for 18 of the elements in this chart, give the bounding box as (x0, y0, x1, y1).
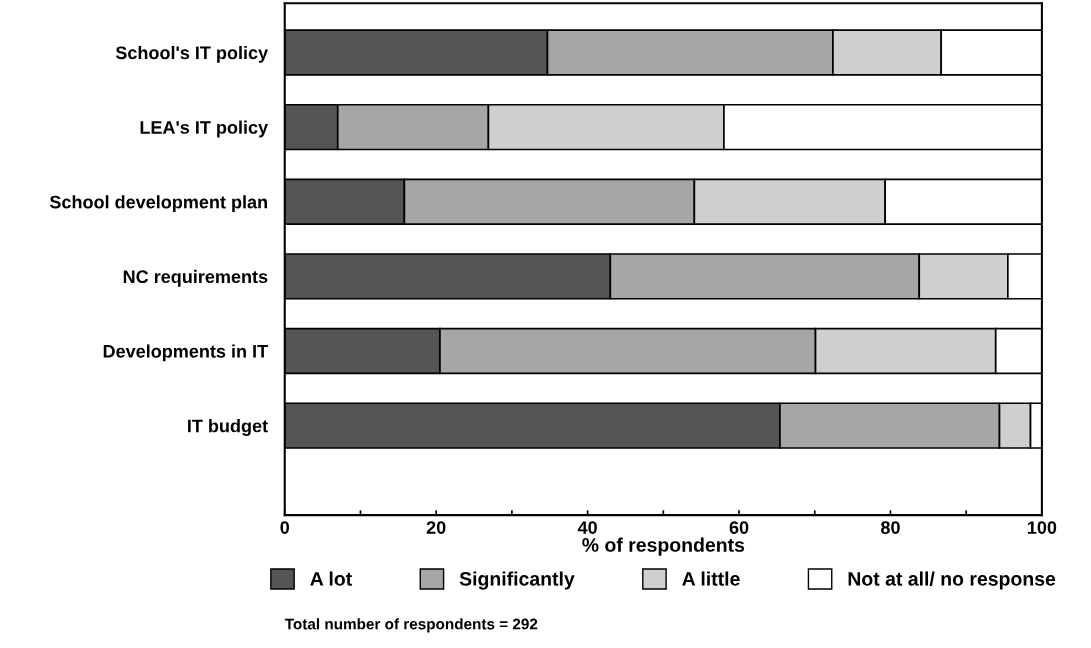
legend-label: A little (682, 571, 740, 586)
x-tick-label: 40 (577, 521, 597, 534)
x-tick-label: 60 (729, 521, 749, 534)
x-tick-label: 80 (881, 521, 900, 534)
legend-label: Significantly (459, 571, 575, 590)
y-tick-label: School's IT policy (115, 45, 268, 63)
legend-label: Not at all/ no response (848, 571, 1056, 590)
x-tick-label: 100 (1027, 521, 1057, 534)
y-tick-label: Developments in IT (103, 344, 268, 362)
text: Total number of respondents = 292 (284, 618, 538, 633)
y-tick-label: School development plan (49, 195, 267, 213)
x-tick-label: 0 (280, 521, 290, 534)
y-tick-label: IT budget (188, 419, 268, 436)
x-axis-title: % of respondents (582, 537, 745, 556)
legend-label: A lot (310, 571, 352, 586)
y-tick-label: LEA's IT policy (140, 120, 268, 138)
x-tick-label: 20 (426, 521, 446, 534)
y-tick-label: NC requirements (123, 269, 268, 287)
